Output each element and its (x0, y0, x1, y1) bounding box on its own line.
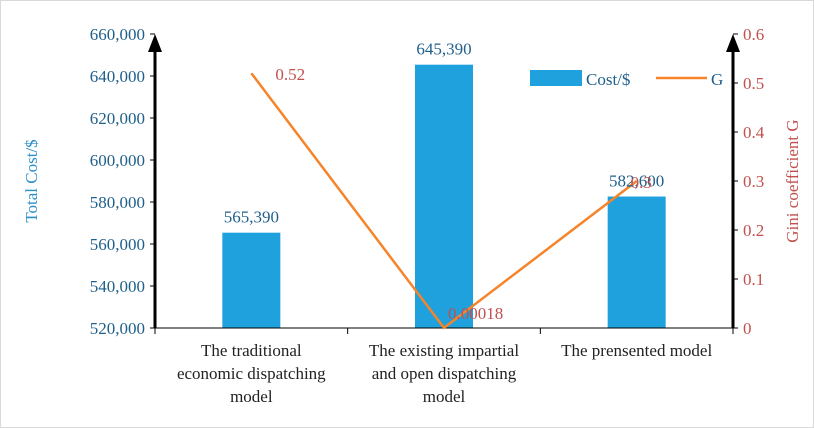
category-label: The prensented model (561, 341, 712, 360)
y-tick-label: 620,000 (90, 109, 145, 128)
bar (222, 232, 281, 328)
y2-tick-label: 0 (743, 319, 752, 338)
y2-tick-label: 0.4 (743, 123, 765, 142)
y-tick-label: 540,000 (90, 277, 145, 296)
series-line-g (250, 72, 638, 330)
bar-value-label: 565,390 (224, 208, 279, 227)
line-value-label: 0.00018 (448, 304, 503, 323)
category-label: model (230, 387, 273, 406)
bar-value-label: 645,390 (416, 40, 471, 59)
line-value-label: 0.3 (631, 173, 652, 192)
line-value-label: 0.52 (275, 65, 305, 84)
y-tick-label: 600,000 (90, 151, 145, 170)
y-tick-label: 560,000 (90, 235, 145, 254)
y2-axis-title: Gini coefficient G (783, 119, 802, 242)
y-tick-label: 660,000 (90, 25, 145, 44)
legend-label-g: G (711, 70, 723, 89)
category-label: model (423, 387, 466, 406)
y-axis-title: Total Cost/$ (22, 139, 41, 222)
y-tick-label: 520,000 (90, 319, 145, 338)
bar (607, 196, 666, 328)
legend-label-cost: Cost/$ (586, 70, 630, 89)
y2-tick-label: 0.1 (743, 270, 764, 289)
y2-axis-arrow (726, 34, 740, 52)
y2-tick-label: 0.2 (743, 221, 764, 240)
y-tick-label: 640,000 (90, 67, 145, 86)
bar-value-label: 582,600 (609, 172, 664, 191)
y2-tick-label: 0.3 (743, 172, 764, 191)
y-tick-label: 580,000 (90, 193, 145, 212)
y-axis-arrow (148, 34, 162, 52)
y2-tick-label: 0.6 (743, 25, 764, 44)
category-label: The traditional (201, 341, 302, 360)
category-label: The existing impartial (369, 341, 519, 360)
category-label: and open dispatching (372, 364, 517, 383)
y2-tick-label: 0.5 (743, 74, 764, 93)
category-label: economic dispatching (177, 364, 326, 383)
legend-swatch-cost (530, 70, 582, 86)
bar (415, 64, 473, 328)
